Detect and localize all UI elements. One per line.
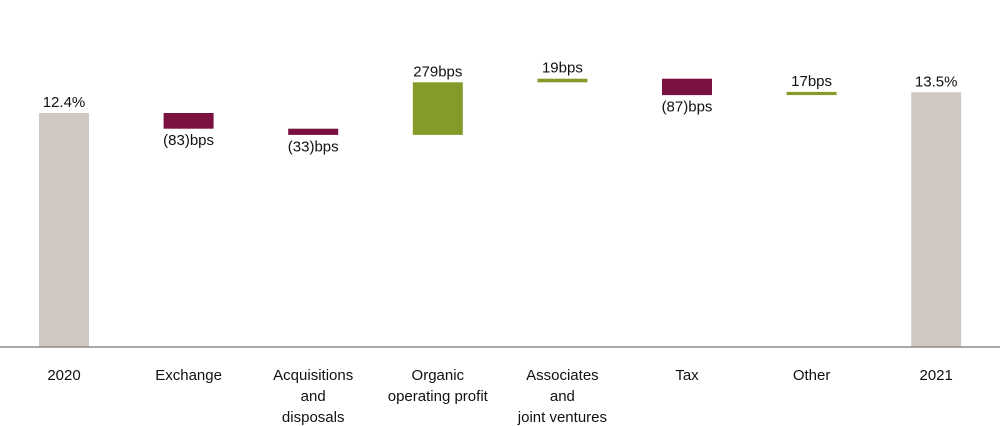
- bar-acquisitions-and-disposals: [288, 128, 339, 135]
- tick-label-line: disposals: [282, 409, 345, 426]
- tick-label-line: 2020: [47, 367, 80, 384]
- data-label-tax: (87)bps: [662, 99, 713, 116]
- tick-label-line: and: [550, 388, 575, 405]
- tick-label-2021: 2021: [920, 367, 953, 384]
- data-label-acquisitions-and-disposals: (33)bps: [288, 138, 339, 155]
- data-label-associates-and-joint-ventures: 19bps: [542, 60, 583, 77]
- tick-label-2020: 2020: [47, 367, 80, 384]
- tick-label-line: Acquisitions: [273, 367, 353, 384]
- tick-label-associates-and-joint-ventures: Associates and joint ventures: [517, 367, 607, 426]
- tick-label-line: operating profit: [388, 388, 489, 405]
- tick-label-line: joint ventures: [517, 409, 607, 426]
- tick-label-tax: Tax: [675, 367, 699, 384]
- bar-other: [786, 91, 837, 96]
- data-label-organic-operating-profit: 279bps: [413, 63, 462, 80]
- bar-tax: [662, 78, 712, 96]
- data-label-exchange: (83)bps: [163, 132, 214, 149]
- bar-organic-operating-profit: [412, 82, 463, 135]
- tick-label-other: Other: [793, 367, 831, 384]
- tick-label-line: Tax: [675, 367, 699, 384]
- data-labels-layer: 12.4% (83)bps (33)bps 279bps 19bps (87)bps 17b…: [43, 60, 958, 156]
- bar-exchange: [163, 113, 214, 129]
- tick-label-line: and: [301, 388, 326, 405]
- data-label-2020: 12.4%: [43, 94, 86, 111]
- bars-layer: [39, 78, 962, 347]
- tick-label-organic-operating-profit: Organic operating profit: [388, 367, 489, 405]
- bar-associates-and-joint-ventures: [537, 78, 588, 83]
- tick-label-line: Organic: [412, 367, 465, 384]
- tick-label-acquisitions-and-disposals: Acquisitions and disposals: [273, 367, 353, 426]
- data-label-other: 17bps: [791, 73, 832, 90]
- bar-2021: [911, 92, 962, 347]
- tick-label-exchange: Exchange: [155, 367, 222, 384]
- tick-label-line: Exchange: [155, 367, 222, 384]
- tick-label-line: Associates: [526, 367, 599, 384]
- tick-label-line: Other: [793, 367, 831, 384]
- tick-label-line: 2021: [920, 367, 953, 384]
- x-tick-labels-layer: 2020 Exchange Acquisitions and disposals Orga…: [47, 367, 953, 426]
- bar-2020: [39, 113, 89, 347]
- data-label-2021: 13.5%: [915, 73, 958, 90]
